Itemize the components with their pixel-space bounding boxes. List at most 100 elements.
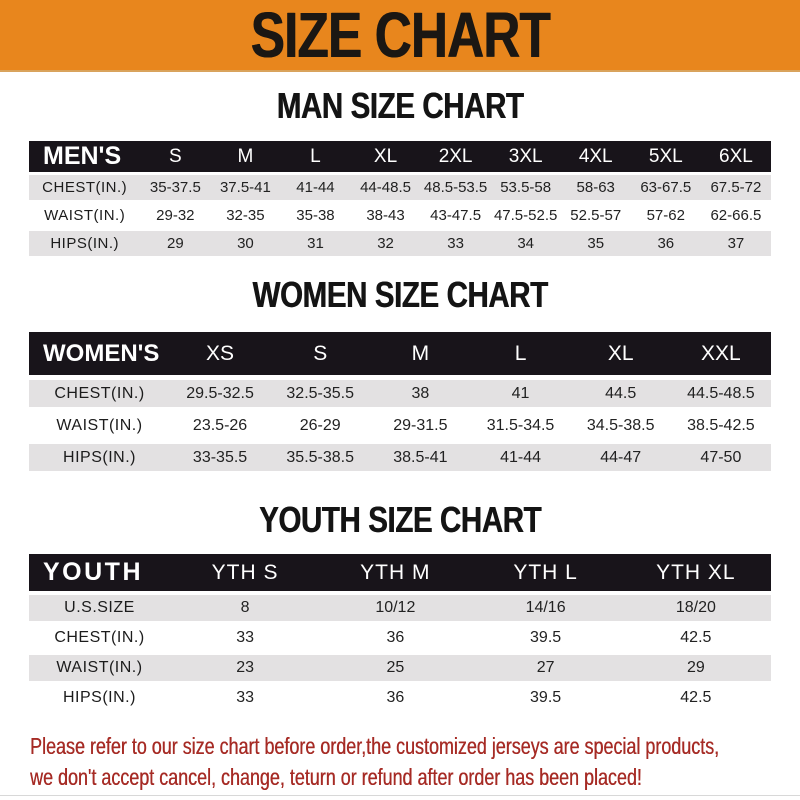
size-cell: 36 (386, 689, 405, 706)
row-label: HIPS(IN.) (63, 689, 136, 706)
size-cell: 14/16 (470, 595, 621, 621)
size-chart-section-men: MAN SIZE CHART MEN'S S M L XL 2XL 3XL 4XL 5XL 6XL C… (0, 88, 800, 259)
youth-column-header-yth-l: YTH L (470, 554, 621, 591)
order-note: Please refer to our size chart before or… (30, 731, 800, 793)
size-cell: 18/20 (620, 595, 771, 621)
size-cell: 38.5-42.5 (687, 416, 755, 434)
row-label: HIPS(IN.) (29, 444, 170, 471)
size-cell: 41 (470, 380, 571, 407)
women-header-row: WOMEN'S XS S M L XL XXL (29, 332, 771, 375)
size-cell: 8 (169, 595, 321, 621)
note-line-2: we don't accept cancel, change, teturn o… (30, 764, 642, 790)
size-cell: 47-50 (670, 444, 771, 471)
row-label: HIPS(IN.) (29, 231, 141, 256)
size-cell: 23.5-26 (192, 416, 248, 434)
size-cell: 53.5-58 (490, 175, 561, 200)
size-cell: 39.5 (530, 689, 562, 706)
size-cell: 52.5-57 (570, 207, 622, 224)
youth-section-heading: YOUTH SIZE CHART (258, 499, 542, 540)
table-row: WAIST(IN.) 23 25 27 29 (29, 655, 771, 681)
size-cell: 67.5-72 (700, 175, 771, 200)
size-cell: 29-32 (156, 207, 195, 224)
size-cell: 23 (169, 655, 321, 681)
table-row: CHEST(IN.) 33 36 39.5 42.5 (29, 625, 771, 651)
size-cell: 48.5-53.5 (420, 175, 491, 200)
women-size-table: WOMEN'S XS S M L XL XXL CHEST(IN.) 29.5-32.5 32.5… (29, 327, 771, 476)
size-cell: 58-63 (560, 175, 631, 200)
row-label: CHEST(IN.) (29, 380, 170, 407)
table-row: HIPS(IN.) 33 36 39.5 42.5 (29, 685, 771, 711)
size-cell: 62-66.5 (710, 207, 762, 224)
tables-root: MAN SIZE CHART MEN'S S M L XL 2XL 3XL 4XL 5XL 6XL C… (0, 88, 800, 715)
size-cell: 34 (490, 231, 561, 256)
size-cell: 34.5-38.5 (586, 416, 655, 434)
youth-column-header-yth-s: YTH S (169, 554, 321, 591)
men-column-header-4xl: 4XL (560, 141, 631, 172)
women-column-header-s: S (270, 332, 371, 375)
size-cell: 29 (140, 231, 211, 256)
men-column-header-3xl: 3XL (490, 141, 561, 172)
youth-column-header-yth-xl: YTH XL (620, 554, 771, 591)
table-row: U.S.SIZE 8 10/12 14/16 18/20 (29, 595, 771, 621)
size-chart-section-women: WOMEN SIZE CHART WOMEN'S XS S M L XL XXL CHEST(I… (0, 277, 800, 476)
size-cell: 43-47.5 (430, 207, 482, 224)
table-row: WAIST(IN.) 29-32 32-35 35-38 38-43 43-47.5 47.… (29, 203, 771, 228)
banner-title: SIZE CHART (250, 0, 550, 71)
row-label: CHEST(IN.) (29, 175, 141, 200)
size-cell: 39.5 (530, 629, 562, 646)
size-cell: 63-67.5 (630, 175, 701, 200)
men-column-header-xl: XL (350, 141, 421, 172)
table-row: WAIST(IN.) 23.5-26 26-29 29-31.5 31.5-34.5 34… (29, 412, 771, 439)
bottom-hairline (0, 795, 800, 796)
size-cell: 31.5-34.5 (486, 416, 555, 434)
table-row: HIPS(IN.) 33-35.5 35.5-38.5 38.5-41 41-44 44-… (29, 444, 771, 471)
size-cell: 32 (350, 231, 421, 256)
size-cell: 42.5 (680, 689, 712, 706)
table-row: CHEST(IN.) 29.5-32.5 32.5-35.5 38 41 44.5 44.5… (29, 380, 771, 407)
men-column-header-2xl: 2XL (420, 141, 491, 172)
women-column-header-xs: XS (169, 332, 271, 375)
men-column-header-6xl: 6XL (700, 141, 771, 172)
size-cell: 35 (560, 231, 631, 256)
size-cell: 33-35.5 (169, 444, 271, 471)
youth-header-label: YOUTH (29, 554, 170, 591)
women-section-heading: WOMEN SIZE CHART (252, 274, 548, 315)
size-cell: 25 (320, 655, 471, 681)
women-column-header-xxl: XXL (670, 332, 771, 375)
women-header-label: WOMEN'S (29, 332, 170, 375)
size-cell: 33 (236, 689, 254, 706)
size-cell: 29.5-32.5 (169, 380, 271, 407)
size-cell: 47.5-52.5 (493, 207, 558, 224)
size-chart-section-youth: YOUTH SIZE CHART YOUTH YTH S YTH M YTH L YTH … (0, 502, 800, 715)
size-cell: 44-48.5 (350, 175, 421, 200)
size-cell: 10/12 (320, 595, 471, 621)
size-cell: 31 (280, 231, 351, 256)
size-cell: 26-29 (299, 416, 341, 434)
row-label: WAIST(IN.) (29, 655, 170, 681)
size-cell: 30 (210, 231, 281, 256)
size-cell: 32.5-35.5 (270, 380, 371, 407)
size-cell: 44.5-48.5 (670, 380, 771, 407)
size-cell: 33 (236, 629, 254, 646)
row-label: U.S.SIZE (29, 595, 170, 621)
men-column-header-m: M (210, 141, 281, 172)
men-column-header-l: L (280, 141, 351, 172)
size-cell: 33 (420, 231, 491, 256)
size-cell: 36 (386, 629, 405, 646)
men-header-label: MEN'S (29, 141, 141, 172)
size-cell: 44.5 (570, 380, 671, 407)
size-cell: 35-38 (296, 207, 335, 224)
youth-size-table: YOUTH YTH S YTH M YTH L YTH XL U.S.SIZE 8 10/12… (29, 550, 771, 715)
size-cell: 35.5-38.5 (270, 444, 371, 471)
size-cell: 38 (370, 380, 471, 407)
size-cell: 35-37.5 (140, 175, 211, 200)
women-column-header-l: L (470, 332, 571, 375)
men-header-row: MEN'S S M L XL 2XL 3XL 4XL 5XL 6XL (29, 141, 771, 172)
size-cell: 42.5 (680, 629, 712, 646)
size-cell: 37 (700, 231, 771, 256)
size-cell: 38.5-41 (370, 444, 471, 471)
size-chart-banner: SIZE CHART (0, 0, 800, 72)
women-column-header-m: M (370, 332, 471, 375)
size-cell: 36 (630, 231, 701, 256)
size-cell: 44-47 (570, 444, 671, 471)
